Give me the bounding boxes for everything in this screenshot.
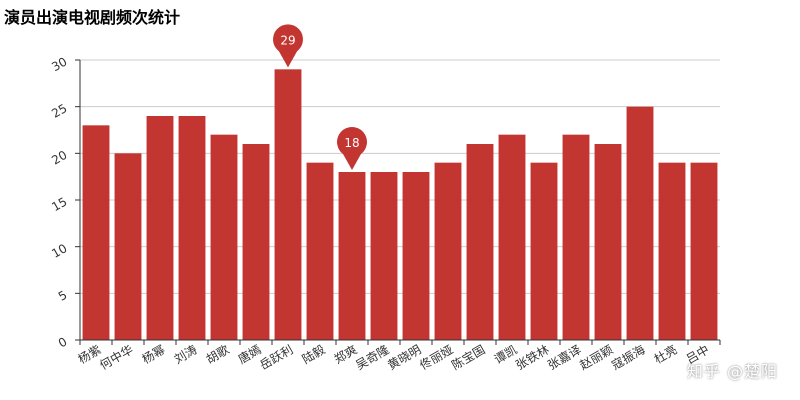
mark-point-min: 18 (337, 127, 367, 170)
bar[interactable] (338, 172, 366, 340)
mark-point-max: 29 (273, 24, 304, 68)
axes (75, 59, 721, 345)
x-category-label: 陆毅 (299, 342, 327, 367)
bar[interactable] (562, 134, 590, 340)
chart-title: 演员出演电视剧频次统计 (4, 8, 181, 27)
bar[interactable] (306, 162, 334, 340)
x-category-label: 张铁林 (513, 342, 551, 372)
bar[interactable] (402, 172, 430, 340)
y-tick-label: 30 (49, 54, 69, 74)
bar[interactable] (370, 172, 398, 340)
bar[interactable] (466, 144, 494, 340)
bar[interactable] (658, 162, 686, 340)
mark-point-pin (337, 127, 367, 170)
bars (82, 69, 718, 341)
bar[interactable] (178, 116, 206, 340)
x-category-label: 吴奇隆 (353, 342, 392, 373)
bar[interactable] (626, 106, 654, 341)
bar[interactable] (498, 134, 526, 340)
x-category-label: 刘涛 (171, 342, 199, 367)
y-tick-label: 20 (49, 148, 69, 168)
y-tick-label: 25 (49, 101, 69, 121)
bar[interactable] (690, 162, 718, 340)
x-category-label: 杜亮 (651, 342, 679, 367)
x-category-label: 胡歌 (203, 342, 231, 367)
bar[interactable] (434, 162, 462, 340)
bar[interactable] (82, 125, 110, 340)
grid-lines (80, 59, 720, 294)
x-category-label: 赵丽颖 (577, 342, 615, 372)
mark-point-label: 29 (280, 33, 295, 47)
bar[interactable] (530, 162, 558, 340)
x-category-label: 杨幂 (139, 342, 167, 367)
bar[interactable] (114, 153, 142, 340)
x-category-label: 陈宝国 (449, 342, 488, 373)
y-tick-label: 0 (56, 334, 70, 350)
mark-point-label: 18 (344, 136, 359, 150)
watermark: 知乎 @楚阳 (686, 362, 778, 381)
x-category-label: 黄晓明 (385, 342, 423, 372)
x-category-label: 寇振海 (609, 342, 648, 373)
x-category-label: 何中华 (97, 342, 136, 373)
mark-points: 29 18 (273, 24, 367, 170)
bar[interactable] (274, 69, 302, 340)
y-tick-label: 10 (49, 241, 69, 261)
bar[interactable] (210, 134, 238, 340)
x-category-label: 佟丽娅 (417, 342, 456, 373)
bar[interactable] (146, 116, 174, 340)
y-tick-label: 5 (56, 288, 70, 304)
y-tick-label: 15 (49, 194, 69, 214)
x-category-label: 张嘉译 (545, 342, 583, 372)
mark-point-pin (273, 24, 304, 68)
bar[interactable] (594, 144, 622, 340)
bar[interactable] (242, 144, 270, 340)
x-category-label: 岳跃利 (257, 342, 295, 372)
